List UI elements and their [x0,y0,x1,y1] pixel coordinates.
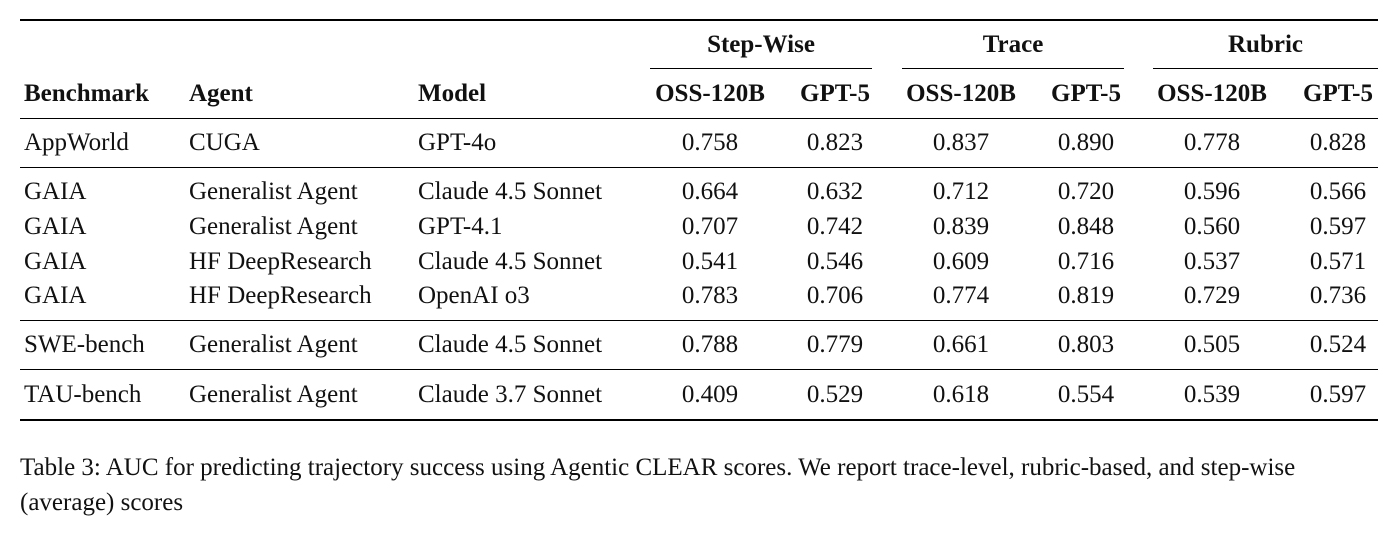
cell-value: 0.778 [1183,129,1241,156]
column-header: GPT-5 [800,80,870,107]
cell-value: 0.712 [932,178,990,205]
cell-value: 0.828 [1309,129,1367,156]
cell-value: 0.783 [681,282,739,309]
cell-value: 0.537 [1183,248,1241,275]
cell-agent: Generalist Agent [189,381,358,408]
cell-value: 0.597 [1309,213,1367,240]
cell-agent: HF DeepResearch [189,282,372,309]
appworld-rule [20,167,1378,168]
cell-value: 0.597 [1309,381,1367,408]
cell-value: 0.788 [681,331,739,358]
swebench-rule [20,369,1378,370]
cell-agent: CUGA [189,129,260,156]
bottom-rule [20,419,1378,421]
cell-value: 0.819 [1057,282,1115,309]
cell-value: 0.596 [1183,178,1241,205]
cell-value: 0.837 [932,129,990,156]
cell-value: 0.524 [1309,331,1367,358]
cell-value: 0.632 [806,178,864,205]
cell-value: 0.661 [932,331,990,358]
gaia-rule [20,320,1378,321]
group-header-rubric: Rubric [1228,31,1303,58]
cell-model: Claude 4.5 Sonnet [418,248,603,275]
cell-value: 0.774 [932,282,990,309]
cell-model: GPT-4.1 [418,213,503,240]
cell-model: OpenAI o3 [418,282,530,309]
cell-value: 0.554 [1057,381,1115,408]
column-header: GPT-5 [1303,80,1373,107]
cell-value: 0.839 [932,213,990,240]
trace-group-rule [902,68,1124,69]
top-rule [20,19,1378,21]
cell-value: 0.571 [1309,248,1367,275]
cell-value: 0.848 [1057,213,1115,240]
cell-agent: HF DeepResearch [189,248,372,275]
cell-value: 0.736 [1309,282,1367,309]
cell-value: 0.779 [806,331,864,358]
cell-benchmark: GAIA [24,213,87,240]
cell-value: 0.742 [806,213,864,240]
cell-model: Claude 4.5 Sonnet [418,178,603,205]
column-header: Model [418,80,487,107]
cell-value: 0.729 [1183,282,1241,309]
cell-value: 0.409 [681,381,739,408]
cell-value: 0.823 [806,129,864,156]
cell-value: 0.664 [681,178,739,205]
cell-value: 0.706 [806,282,864,309]
cell-value: 0.720 [1057,178,1115,205]
table-caption: Table 3: AUC for predicting trajectory s… [20,454,1296,516]
stepwise-group-rule [650,68,872,69]
header-rule [20,118,1378,119]
cell-value: 0.539 [1183,381,1241,408]
cell-value: 0.803 [1057,331,1115,358]
cell-value: 0.890 [1057,129,1115,156]
column-header: OSS-120B [906,80,1016,107]
cell-value: 0.618 [932,381,990,408]
cell-benchmark: TAU-bench [24,381,142,408]
cell-value: 0.546 [806,248,864,275]
cell-benchmark: GAIA [24,248,87,275]
cell-value: 0.758 [681,129,739,156]
cell-agent: Generalist Agent [189,178,358,205]
cell-value: 0.541 [681,248,739,275]
cell-model: GPT-4o [418,129,497,156]
cell-agent: Generalist Agent [189,213,358,240]
cell-benchmark: SWE-bench [24,331,145,358]
column-header: GPT-5 [1051,80,1121,107]
cell-value: 0.566 [1309,178,1367,205]
cell-value: 0.505 [1183,331,1241,358]
cell-value: 0.529 [806,381,864,408]
cell-value: 0.609 [932,248,990,275]
cell-model: Claude 3.7 Sonnet [418,381,603,408]
cell-agent: Generalist Agent [189,331,358,358]
cell-benchmark: GAIA [24,282,87,309]
column-header: OSS-120B [655,80,765,107]
column-header: Benchmark [24,80,149,107]
cell-value: 0.560 [1183,213,1241,240]
cell-value: 0.716 [1057,248,1115,275]
column-header: Agent [189,80,253,107]
column-header: OSS-120B [1157,80,1267,107]
cell-value: 0.707 [681,213,739,240]
cell-benchmark: GAIA [24,178,87,205]
group-header-stepwise: Step-Wise [707,31,815,58]
group-header-trace: Trace [982,31,1044,58]
rubric-group-rule [1153,68,1378,69]
cell-benchmark: AppWorld [24,129,129,156]
cell-model: Claude 4.5 Sonnet [418,331,603,358]
